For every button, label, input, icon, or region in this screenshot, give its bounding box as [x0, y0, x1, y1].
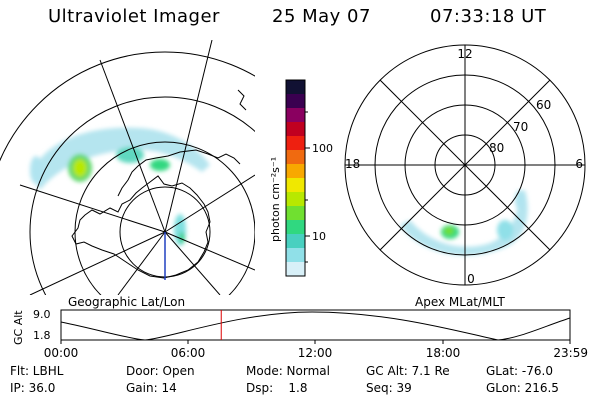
mlt-label-6: 6 [575, 157, 583, 171]
mlat-label-80: 80 [489, 141, 504, 155]
colorbar-strip [286, 192, 305, 207]
colorbar-strip [286, 178, 305, 193]
right-aurora [400, 190, 528, 256]
left-lon-lines [19, 40, 255, 295]
altitude-plot: 9.0 1.8 GC Alt 00:00 06:00 12:00 18:00 2… [12, 308, 588, 360]
mlat-label-70: 70 [513, 120, 528, 134]
colorbar-frame [285, 79, 306, 277]
colorbar-strips [286, 80, 305, 277]
door-label: Door: Open [126, 364, 195, 378]
coastline-ne [237, 89, 247, 111]
altitude-xticks [60, 340, 571, 344]
left-aurora [30, 127, 210, 246]
geographic-map [0, 40, 255, 295]
altitude-ytick-1-8: 1.8 [33, 329, 51, 342]
colorbar: 100 10 photon cm⁻²s⁻¹ [269, 79, 333, 277]
glat-label: GLat: -76.0 [486, 364, 553, 378]
seq-label: Seq: 39 [366, 381, 412, 395]
right-map-caption: Apex MLat/MLT [415, 295, 505, 309]
colorbar-strip [286, 136, 305, 151]
coastline [71, 175, 211, 279]
colorbar-strip [286, 164, 305, 179]
glon-label: GLon: 216.5 [486, 381, 559, 395]
altitude-xtick-0000: 00:00 [44, 346, 79, 360]
altitude-ylabel: GC Alt [12, 310, 25, 345]
mode-label: Mode: Normal [246, 364, 330, 378]
instrument-title: Ultraviolet Imager [48, 6, 220, 27]
altitude-xtick-2359: 23:59 [553, 346, 588, 360]
time-label: 07:33:18 UT [430, 6, 547, 27]
altitude-curve [60, 311, 571, 341]
colorbar-strip [286, 206, 305, 221]
altitude-xtick-1200: 12:00 [298, 346, 333, 360]
altitude-ytick-9: 9.0 [33, 308, 51, 321]
gc-alt-label: GC Alt: 7.1 Re [366, 364, 450, 378]
colorbar-strip [286, 122, 305, 137]
colorbar-strip [286, 150, 305, 165]
mlt-label-18: 18 [345, 157, 360, 171]
colorbar-strip [286, 108, 305, 123]
colorbar-strip [286, 234, 305, 249]
mlat-label-60: 60 [536, 98, 551, 112]
magnetic-polar-plot: 12 18 6 0 60 70 80 [344, 44, 586, 286]
left-map-caption: Geographic Lat/Lon [68, 295, 185, 309]
colorbar-tick-10: 10 [312, 230, 326, 243]
altitude-plot-frame [60, 309, 571, 341]
coastline-north [117, 149, 241, 197]
colorbar-strip [286, 248, 305, 263]
colorbar-strip [286, 94, 305, 109]
colorbar-ticks [305, 111, 310, 263]
gain-label: Gain: 14 [126, 381, 177, 395]
dsp-label: Dsp: 1.8 [246, 381, 308, 395]
colorbar-strip [286, 80, 305, 95]
mlt-label-0: 0 [467, 272, 475, 286]
altitude-xtick-1800: 18:00 [426, 346, 461, 360]
colorbar-strip [286, 262, 305, 277]
colorbar-tick-100: 100 [312, 142, 333, 155]
ip-label: IP: 36.0 [10, 381, 56, 395]
polar-spokes [345, 45, 585, 285]
altitude-xtick-0600: 06:00 [171, 346, 206, 360]
date-label: 25 May 07 [272, 6, 371, 27]
filter-label: Flt: LBHL [10, 364, 64, 378]
colorbar-unit-label: photon cm⁻²s⁻¹ [269, 157, 282, 242]
mlt-label-12: 12 [457, 47, 472, 61]
colorbar-strip [286, 220, 305, 235]
